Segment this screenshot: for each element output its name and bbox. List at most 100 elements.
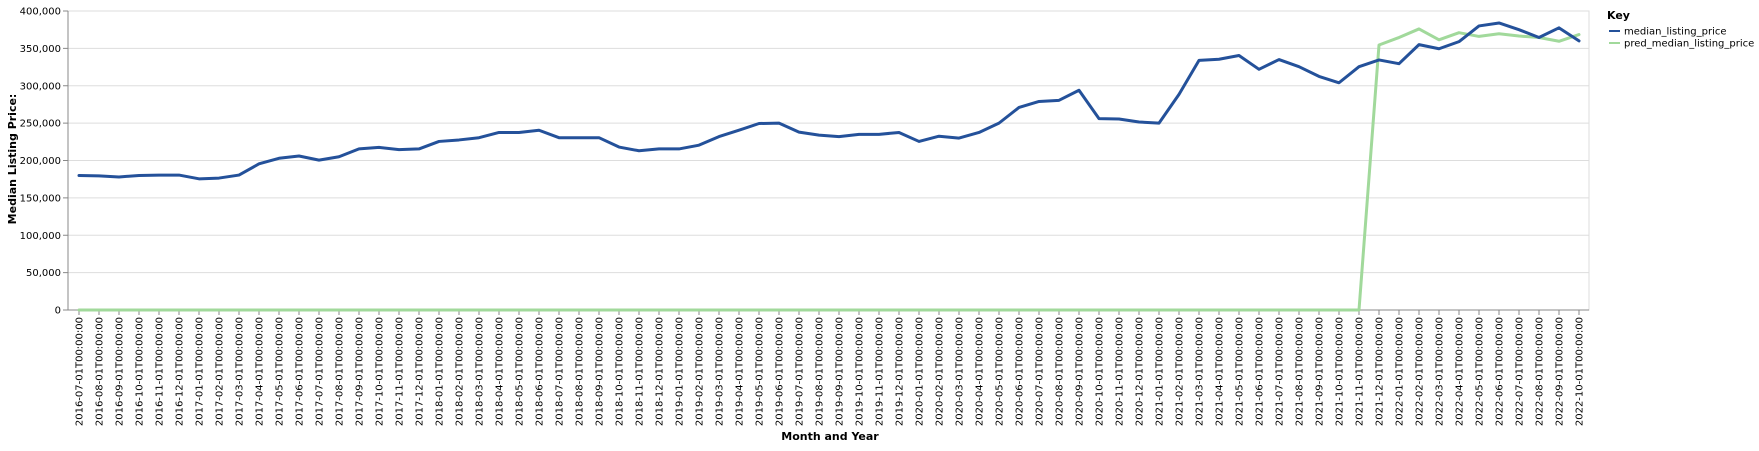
- x-tick-label: 2021-03-01T00:00:00: [1195, 317, 1206, 426]
- y-axis-title: Median Listing Price:: [6, 94, 19, 225]
- legend-title: Key: [1607, 9, 1630, 22]
- series-lines: [77, 21, 1581, 312]
- legend: Key median_listing_pricepred_median_list…: [1607, 9, 1754, 50]
- x-tick-label: 2017-04-01T00:00:00: [255, 317, 266, 426]
- y-tick-label: 250,000: [20, 119, 61, 130]
- x-tick-label: 2019-12-01T00:00:00: [895, 317, 906, 426]
- x-tick-label: 2019-08-01T00:00:00: [815, 317, 826, 426]
- x-tick-label: 2021-07-01T00:00:00: [1275, 317, 1286, 426]
- x-tick-label: 2022-05-01T00:00:00: [1475, 317, 1486, 426]
- x-tick-label: 2018-03-01T00:00:00: [475, 317, 486, 426]
- x-tick-label: 2017-06-01T00:00:00: [295, 317, 306, 426]
- x-tick-label: 2021-10-01T00:00:00: [1335, 317, 1346, 426]
- x-tick-label: 2019-03-01T00:00:00: [715, 317, 726, 426]
- x-tick-label: 2021-02-01T00:00:00: [1175, 317, 1186, 426]
- x-tick-label: 2022-04-01T00:00:00: [1455, 317, 1466, 426]
- x-tick-label: 2016-11-01T00:00:00: [155, 317, 166, 426]
- x-tick-label: 2018-09-01T00:00:00: [595, 317, 606, 426]
- x-tick-label: 2020-10-01T00:00:00: [1095, 317, 1106, 426]
- x-tick-label: 2022-06-01T00:00:00: [1495, 317, 1506, 426]
- x-tick-label: 2021-06-01T00:00:00: [1255, 317, 1266, 426]
- x-tick-label: 2019-04-01T00:00:00: [735, 317, 746, 426]
- x-tick-label: 2017-05-01T00:00:00: [275, 317, 286, 426]
- x-tick-label: 2017-03-01T00:00:00: [235, 317, 246, 426]
- x-tick-label: 2016-07-01T00:00:00: [75, 317, 86, 426]
- series-line-median_listing_price: [77, 21, 1581, 181]
- x-tick-label: 2017-11-01T00:00:00: [395, 317, 406, 426]
- x-tick-label: 2018-08-01T00:00:00: [575, 317, 586, 426]
- x-tick-label: 2022-07-01T00:00:00: [1515, 317, 1526, 426]
- x-tick-label: 2016-08-01T00:00:00: [95, 317, 106, 426]
- x-tick-label: 2022-03-01T00:00:00: [1435, 317, 1446, 426]
- x-axis: 2016-07-01T00:00:00 2016-08-01T00:00:00 20…: [68, 309, 1589, 426]
- x-tick-label: 2020-08-01T00:00:00: [1055, 317, 1066, 426]
- x-tick-label: 2018-11-01T00:00:00: [635, 317, 646, 426]
- x-tick-label: 2020-02-01T00:00:00: [935, 317, 946, 426]
- x-tick-label: 2019-06-01T00:00:00: [775, 317, 786, 426]
- x-tick-label: 2021-11-01T00:00:00: [1355, 317, 1366, 426]
- x-tick-label: 2022-01-01T00:00:00: [1395, 317, 1406, 426]
- x-tick-label: 2021-12-01T00:00:00: [1375, 317, 1386, 426]
- x-tick-label: 2017-07-01T00:00:00: [315, 317, 326, 426]
- x-tick-label: 2018-02-01T00:00:00: [455, 317, 466, 426]
- x-tick-label: 2022-02-01T00:00:00: [1415, 317, 1426, 426]
- x-tick-label: 2020-12-01T00:00:00: [1135, 317, 1146, 426]
- x-tick-label: 2022-10-01T00:00:00: [1575, 317, 1586, 426]
- x-tick-label: 2020-04-01T00:00:00: [975, 317, 986, 426]
- x-tick-label: 2022-09-01T00:00:00: [1555, 317, 1566, 426]
- x-tick-label: 2020-05-01T00:00:00: [995, 317, 1006, 426]
- x-tick-label: 2018-06-01T00:00:00: [535, 317, 546, 426]
- x-tick-label: 2017-12-01T00:00:00: [415, 317, 426, 426]
- x-tick-label: 2020-09-01T00:00:00: [1075, 317, 1086, 426]
- x-tick-label: 2022-08-01T00:00:00: [1535, 317, 1546, 426]
- x-tick-label: 2019-05-01T00:00:00: [755, 317, 766, 426]
- x-tick-label: 2019-02-01T00:00:00: [695, 317, 706, 426]
- x-tick-label: 2020-06-01T00:00:00: [1015, 317, 1026, 426]
- x-tick-label: 2017-02-01T00:00:00: [215, 317, 226, 426]
- x-tick-label: 2018-12-01T00:00:00: [655, 317, 666, 426]
- y-tick-label: 200,000: [20, 156, 61, 167]
- x-tick-label: 2017-09-01T00:00:00: [355, 317, 366, 426]
- x-tick-label: 2021-04-01T00:00:00: [1215, 317, 1226, 426]
- x-tick-label: 2016-12-01T00:00:00: [175, 317, 186, 426]
- legend-label: median_listing_price: [1624, 27, 1727, 38]
- gridlines: [67, 10, 1590, 311]
- x-tick-label: 2019-01-01T00:00:00: [675, 317, 686, 426]
- y-tick-label: 350,000: [20, 44, 61, 55]
- y-tick-label: 100,000: [20, 231, 61, 242]
- y-tick-label: 50,000: [26, 268, 61, 279]
- x-tick-label: 2018-04-01T00:00:00: [495, 317, 506, 426]
- x-tick-label: 2019-09-01T00:00:00: [835, 317, 846, 426]
- x-tick-label: 2018-01-01T00:00:00: [435, 317, 446, 426]
- x-tick-label: 2017-08-01T00:00:00: [335, 317, 346, 426]
- x-tick-label: 2018-10-01T00:00:00: [615, 317, 626, 426]
- x-tick-label: 2020-07-01T00:00:00: [1035, 317, 1046, 426]
- x-tick-label: 2019-11-01T00:00:00: [875, 317, 886, 426]
- y-axis: 0 50,000 100,000 150,000 200,000 250,000 300,0…: [20, 7, 69, 317]
- x-tick-label: 2021-05-01T00:00:00: [1235, 317, 1246, 426]
- x-tick-label: 2016-10-01T00:00:00: [135, 317, 146, 426]
- legend-label: pred_median_listing_price: [1624, 39, 1754, 50]
- x-tick-label: 2019-07-01T00:00:00: [795, 317, 806, 426]
- x-tick-label: 2017-01-01T00:00:00: [195, 317, 206, 426]
- x-tick-label: 2017-10-01T00:00:00: [375, 317, 386, 426]
- x-tick-label: 2020-03-01T00:00:00: [955, 317, 966, 426]
- x-tick-label: 2018-07-01T00:00:00: [555, 317, 566, 426]
- x-tick-label: 2021-09-01T00:00:00: [1315, 317, 1326, 426]
- x-tick-label: 2020-01-01T00:00:00: [915, 317, 926, 426]
- series-line-pred_median_listing_price: [77, 27, 1581, 312]
- x-tick-label: 2019-10-01T00:00:00: [855, 317, 866, 426]
- x-axis-title: Month and Year: [781, 430, 879, 443]
- y-tick-label: 0: [55, 306, 61, 317]
- x-tick-label: 2016-09-01T00:00:00: [115, 317, 126, 426]
- x-tick-label: 2021-01-01T00:00:00: [1155, 317, 1166, 426]
- legend-items: median_listing_pricepred_median_listing_…: [1609, 27, 1754, 50]
- y-tick-label: 150,000: [20, 193, 61, 204]
- x-tick-label: 2021-08-01T00:00:00: [1295, 317, 1306, 426]
- y-tick-label: 300,000: [20, 81, 61, 92]
- x-tick-label: 2018-05-01T00:00:00: [515, 317, 526, 426]
- y-tick-label: 400,000: [20, 7, 61, 18]
- x-tick-label: 2020-11-01T00:00:00: [1115, 317, 1126, 426]
